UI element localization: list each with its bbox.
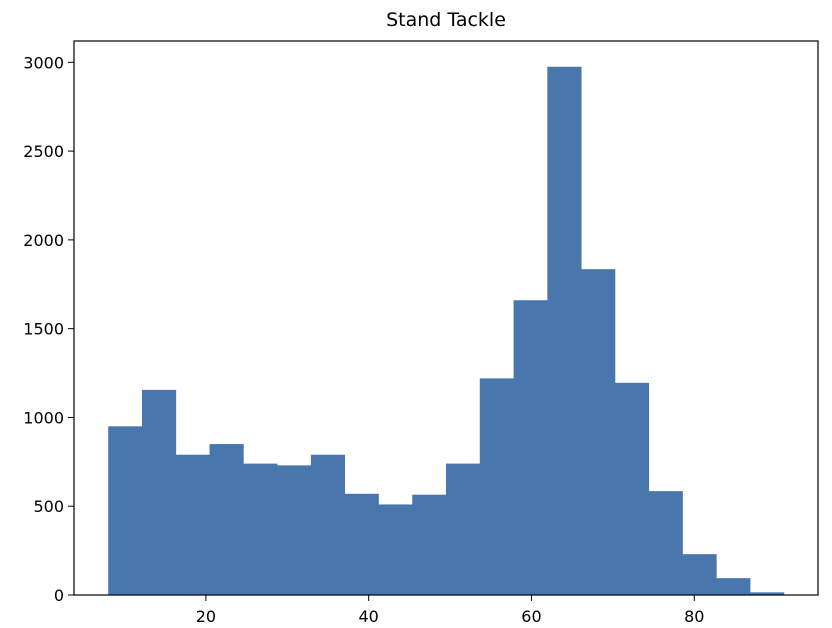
x-tick-label-3: 80	[684, 607, 704, 626]
y-tick-label-5: 2500	[23, 142, 64, 161]
y-tick-label-4: 2000	[23, 231, 64, 250]
histogram-bar-10	[446, 463, 481, 595]
y-tick-label-1: 500	[33, 497, 64, 516]
histogram-bar-5	[277, 465, 312, 595]
histogram-bar-3	[209, 444, 244, 595]
x-tick-label-0: 20	[196, 607, 216, 626]
histogram-bar-8	[378, 504, 413, 595]
y-axis: 0 500 1000 1500 2000 2500 3000	[23, 53, 74, 605]
histogram-bar-18	[716, 578, 751, 595]
histogram-bar-9	[412, 494, 447, 595]
histogram-bar-17	[682, 554, 717, 595]
histogram-bar-0	[108, 426, 143, 595]
bars-group	[108, 66, 785, 596]
histogram-bar-6	[310, 454, 346, 595]
x-axis: 20 40 60 80	[196, 595, 704, 626]
y-tick-label-0: 0	[54, 586, 64, 605]
histogram-bar-11	[479, 378, 514, 595]
chart-title: Stand Tackle	[386, 9, 506, 31]
histogram-bar-12	[513, 300, 548, 595]
histogram-bar-1	[141, 389, 177, 595]
plot-frame	[73, 40, 819, 596]
histogram-bar-2	[175, 454, 210, 595]
histogram-bar-19	[750, 592, 785, 595]
histogram-bar-16	[648, 491, 683, 596]
histogram-bar-4	[243, 463, 278, 595]
histogram-bar-14	[581, 269, 616, 595]
x-tick-label-2: 60	[521, 607, 541, 626]
y-tick-label-6: 3000	[23, 53, 64, 72]
x-tick-label-1: 40	[358, 607, 378, 626]
y-tick-label-3: 1500	[23, 320, 64, 339]
histogram-bar-7	[344, 493, 379, 595]
y-tick-label-2: 1000	[23, 408, 64, 427]
histogram-bar-13	[547, 66, 582, 595]
histogram-bar-15	[614, 382, 650, 595]
